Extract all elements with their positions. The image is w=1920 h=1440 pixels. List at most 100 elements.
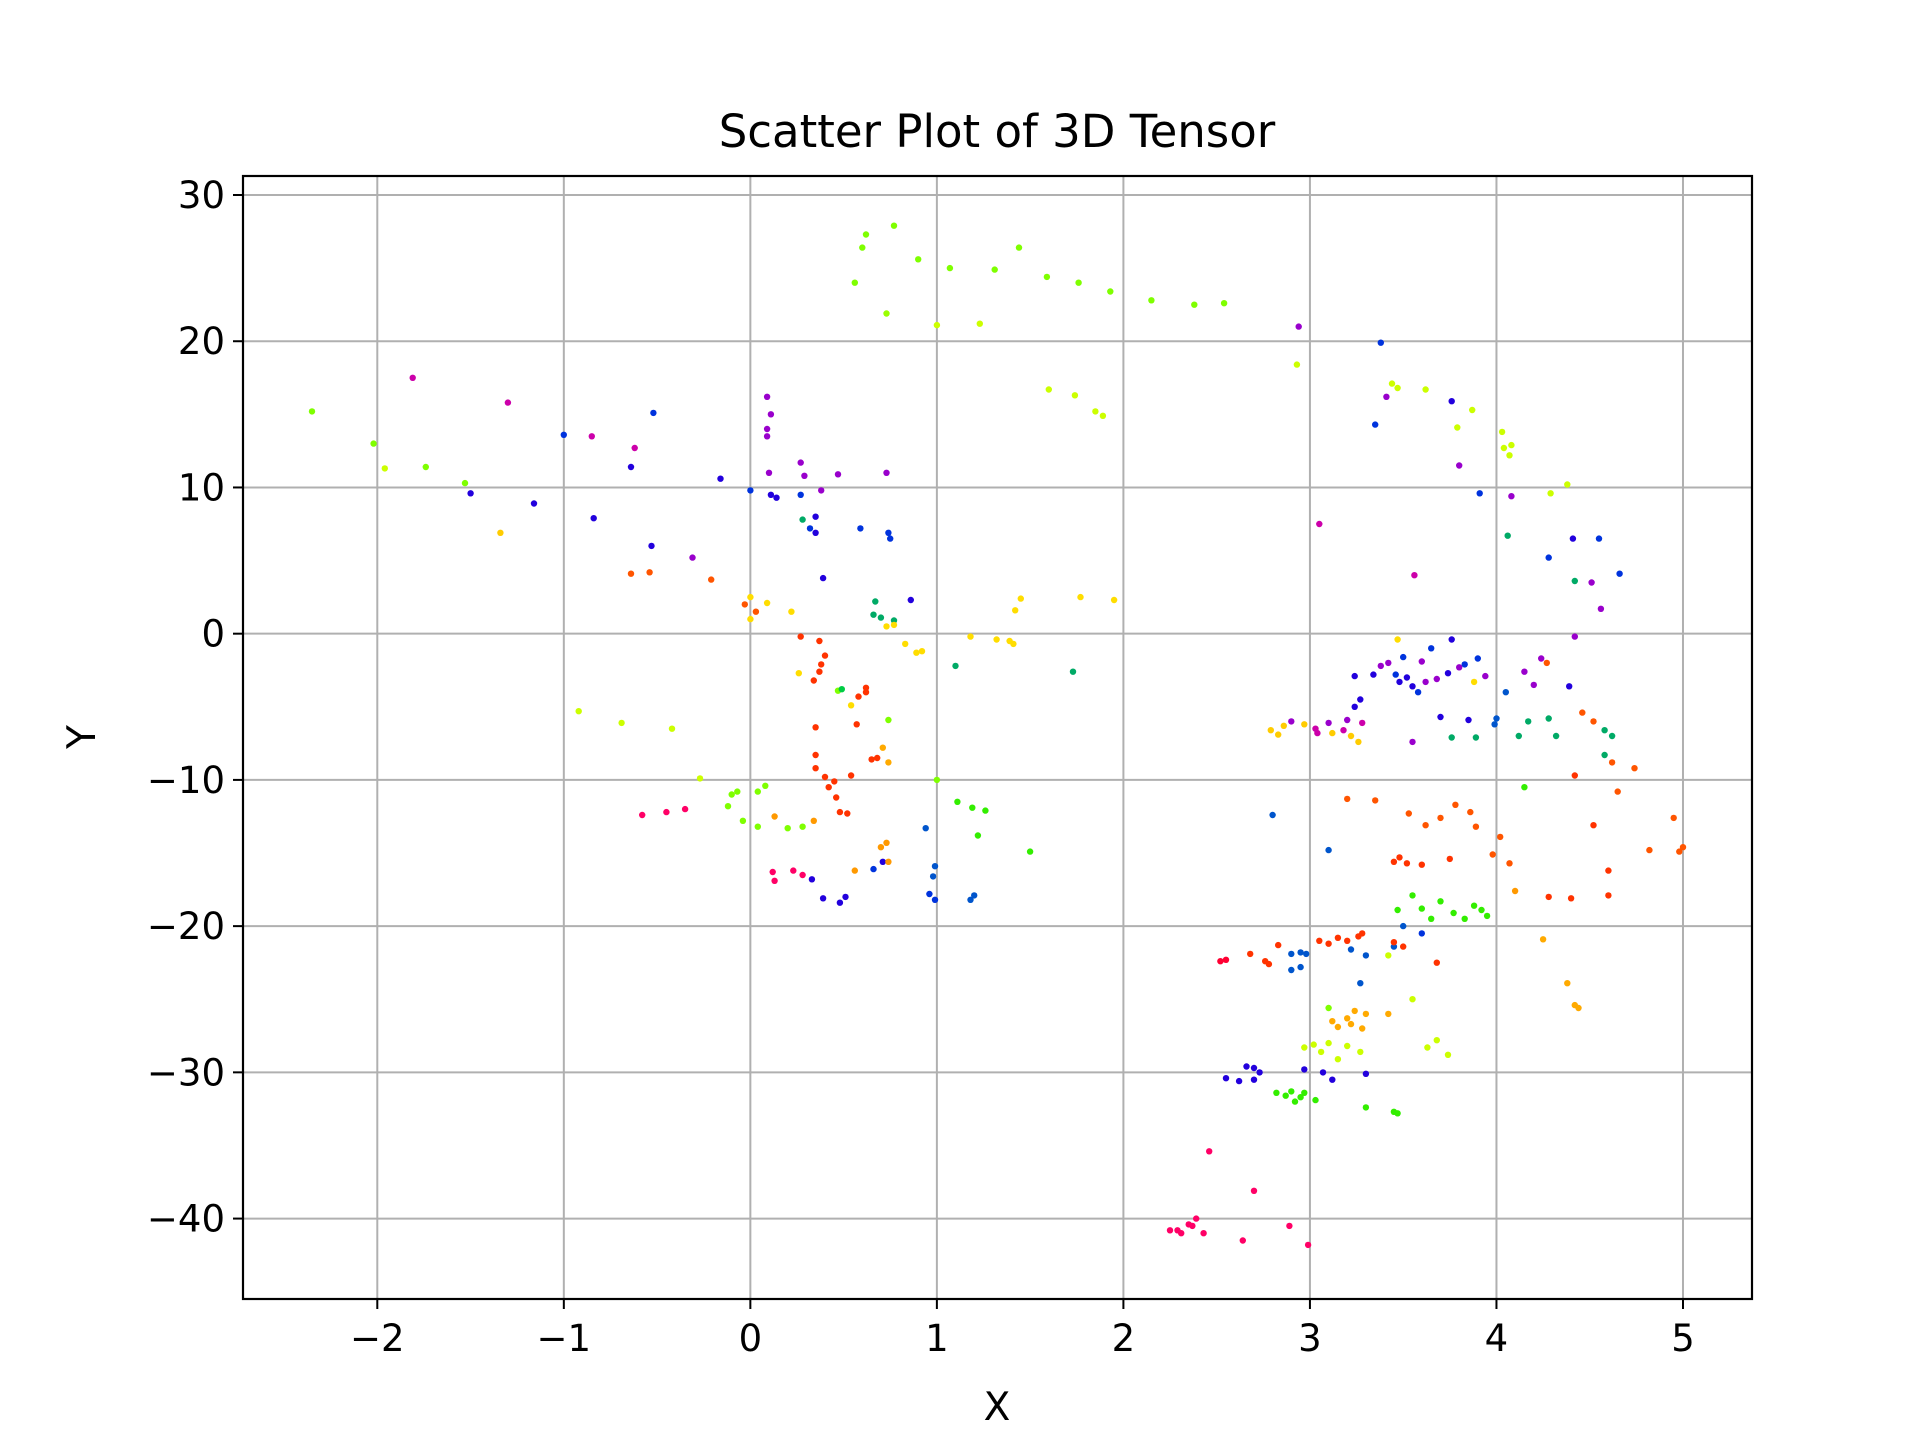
data-point bbox=[1567, 895, 1575, 902]
data-point bbox=[1437, 814, 1444, 822]
data-point bbox=[1250, 1187, 1258, 1195]
data-point bbox=[1026, 848, 1034, 855]
data-point bbox=[812, 529, 819, 536]
data-point bbox=[833, 794, 840, 801]
y-tick-label: 30 bbox=[178, 174, 225, 217]
data-point bbox=[847, 702, 855, 709]
data-point bbox=[1304, 1241, 1312, 1249]
data-point bbox=[763, 393, 771, 400]
data-point bbox=[648, 542, 655, 550]
data-point bbox=[1316, 937, 1323, 944]
data-point bbox=[967, 633, 974, 640]
data-point bbox=[1301, 721, 1308, 728]
data-point bbox=[1071, 392, 1079, 399]
data-point bbox=[728, 791, 735, 798]
data-point bbox=[724, 803, 732, 810]
data-point bbox=[627, 463, 635, 471]
data-point bbox=[971, 892, 978, 899]
data-point bbox=[1470, 902, 1478, 909]
data-point bbox=[1392, 671, 1399, 678]
data-point bbox=[588, 433, 595, 440]
data-point bbox=[952, 662, 959, 670]
data-point bbox=[767, 411, 775, 418]
data-point bbox=[1334, 934, 1342, 941]
data-point bbox=[1470, 678, 1478, 686]
data-point bbox=[879, 744, 886, 751]
data-point bbox=[1446, 855, 1454, 863]
data-point bbox=[1329, 729, 1336, 737]
data-point bbox=[1414, 689, 1422, 696]
data-point bbox=[1193, 1215, 1200, 1222]
y-axis-label: Y bbox=[60, 725, 105, 750]
chart-title: Scatter Plot of 3D Tensor bbox=[719, 105, 1276, 158]
data-point bbox=[1595, 535, 1603, 542]
data-point bbox=[767, 491, 775, 498]
data-point bbox=[1351, 672, 1358, 680]
data-point bbox=[1075, 279, 1082, 286]
data-point bbox=[1472, 823, 1480, 830]
data-point bbox=[991, 266, 998, 273]
data-point bbox=[752, 608, 760, 615]
data-point bbox=[663, 808, 670, 816]
data-point bbox=[1679, 844, 1687, 851]
data-point bbox=[1043, 273, 1051, 281]
data-point bbox=[1461, 661, 1468, 668]
data-point bbox=[1243, 1063, 1250, 1070]
data-point bbox=[639, 811, 646, 819]
data-point bbox=[1405, 810, 1413, 817]
data-point bbox=[763, 425, 771, 433]
data-point bbox=[590, 515, 597, 522]
x-tick-label: −1 bbox=[537, 1317, 592, 1360]
data-point bbox=[797, 459, 804, 466]
data-point bbox=[810, 817, 817, 824]
data-point bbox=[836, 899, 844, 906]
data-point bbox=[1069, 668, 1077, 675]
data-point bbox=[1107, 288, 1114, 295]
data-point bbox=[1239, 1237, 1247, 1244]
data-point bbox=[825, 784, 832, 791]
data-point bbox=[381, 465, 388, 472]
data-point bbox=[933, 321, 941, 329]
data-point bbox=[879, 858, 886, 865]
data-point bbox=[818, 661, 825, 668]
data-point bbox=[1297, 1094, 1304, 1101]
data-point bbox=[1250, 1076, 1258, 1083]
data-point bbox=[1357, 696, 1364, 703]
data-point bbox=[890, 222, 898, 229]
data-point bbox=[1344, 937, 1351, 944]
data-point bbox=[885, 759, 892, 766]
grid bbox=[243, 176, 1752, 1299]
data-point bbox=[1608, 759, 1616, 766]
data-point bbox=[1428, 915, 1435, 922]
data-point bbox=[1418, 861, 1426, 868]
data-point bbox=[1189, 1222, 1196, 1230]
data-point bbox=[1489, 851, 1496, 858]
data-point bbox=[859, 244, 866, 251]
data-point bbox=[1325, 1004, 1332, 1012]
data-point bbox=[1316, 520, 1323, 528]
data-point bbox=[1396, 854, 1403, 861]
data-point bbox=[1099, 412, 1107, 419]
data-point bbox=[1288, 950, 1295, 958]
data-point bbox=[1616, 570, 1623, 577]
data-point bbox=[1476, 490, 1483, 497]
data-point bbox=[1045, 386, 1053, 393]
data-point bbox=[1344, 716, 1351, 724]
data-point bbox=[1433, 1037, 1441, 1044]
data-point bbox=[1422, 678, 1429, 686]
data-point bbox=[810, 677, 817, 684]
data-point bbox=[1454, 424, 1461, 431]
data-point bbox=[747, 487, 754, 494]
data-point bbox=[1325, 719, 1332, 727]
data-point bbox=[1566, 683, 1573, 690]
data-point bbox=[1110, 596, 1118, 604]
data-point bbox=[885, 716, 892, 724]
data-point bbox=[890, 621, 898, 629]
data-point bbox=[902, 640, 909, 648]
x-tick-label: −2 bbox=[350, 1317, 405, 1360]
data-point bbox=[1521, 668, 1528, 675]
data-point bbox=[883, 839, 890, 846]
data-point bbox=[1388, 380, 1396, 387]
